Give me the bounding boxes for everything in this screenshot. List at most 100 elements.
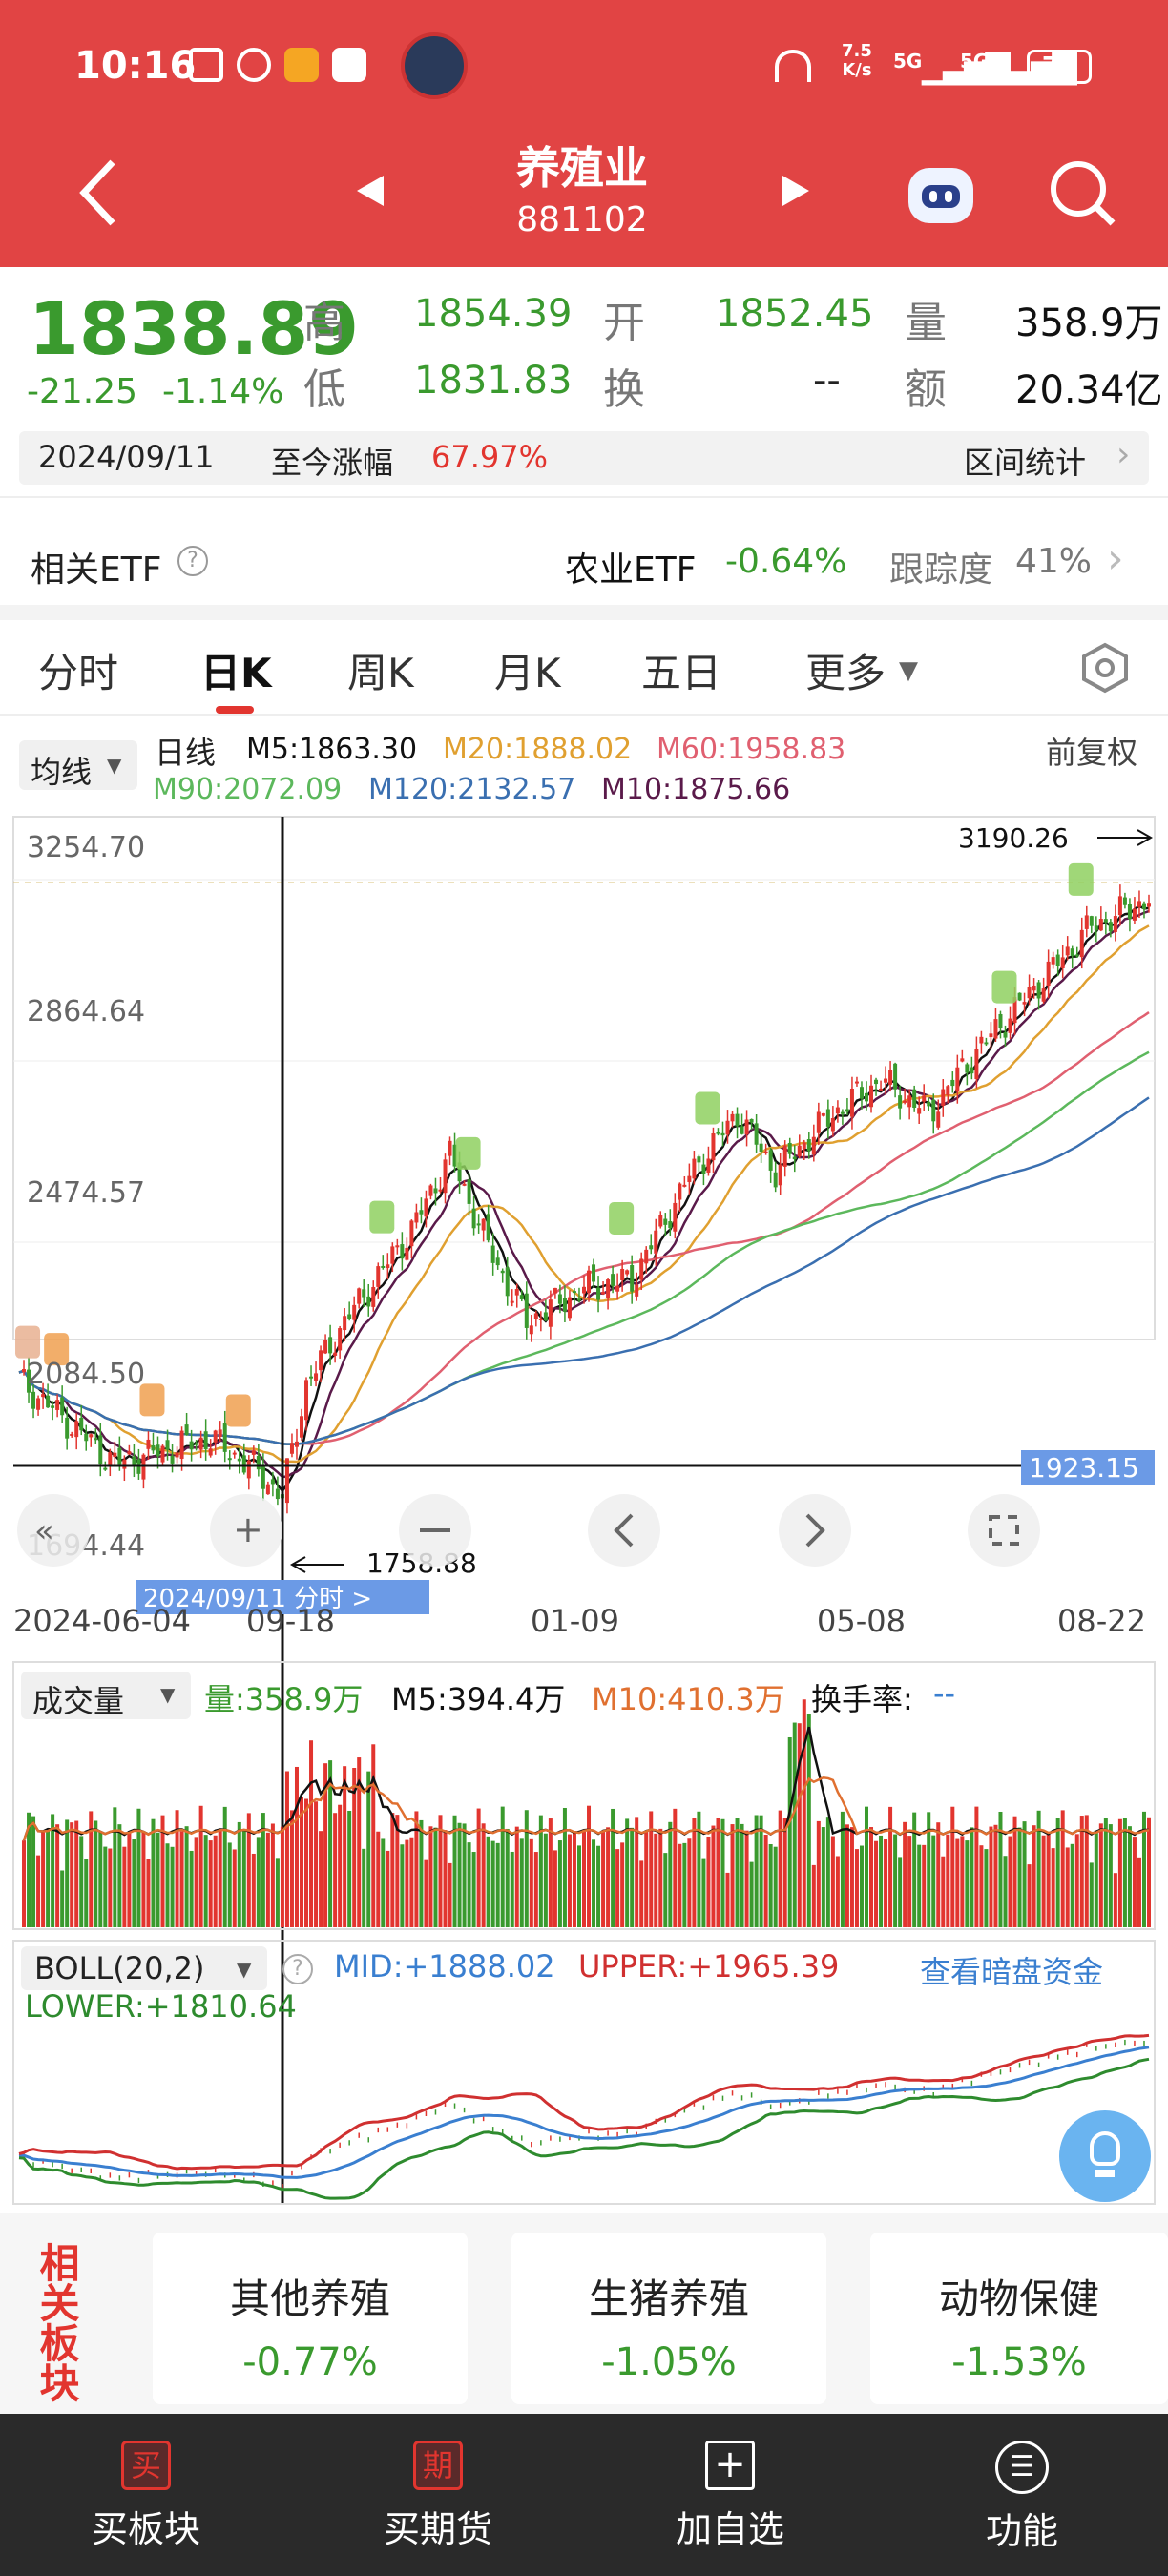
volume-bar <box>1117 1818 1122 1927</box>
volume-bar <box>328 1760 333 1927</box>
volume-bar <box>524 1810 529 1927</box>
search-icon[interactable] <box>1046 156 1118 229</box>
volume-bar <box>557 1840 562 1927</box>
sector-card[interactable]: 其他养殖 -0.77% <box>153 2233 468 2404</box>
candle-body <box>94 1438 98 1441</box>
lightbulb-icon[interactable] <box>1059 2110 1151 2202</box>
related-etf-row[interactable]: 相关ETF ? 农业ETF -0.64% 跟踪度 41% › <box>0 496 1168 620</box>
volume-selector[interactable]: 成交量 ▼ <box>21 1672 191 1719</box>
candle-body <box>1113 916 1117 932</box>
boll-mid-line <box>18 2046 1150 2179</box>
prev-stock-icon[interactable] <box>353 172 387 210</box>
settings-icon[interactable] <box>1078 641 1132 695</box>
tab-more[interactable]: 更多 <box>805 650 886 696</box>
candle-body <box>510 1300 514 1303</box>
interval-stats-link[interactable]: 区间统计 <box>964 445 1087 481</box>
tab-weekly-k[interactable]: 周K <box>347 650 414 696</box>
volume-bar <box>438 1815 443 1927</box>
volume-bar <box>362 1848 366 1927</box>
buy-icon: 买 <box>121 2441 171 2490</box>
date-tag <box>136 1580 429 1614</box>
turnover-rate-label: 换手率: <box>811 1681 913 1717</box>
candle-body <box>606 1279 611 1298</box>
volume-bar <box>946 1834 950 1927</box>
candle-body <box>562 1298 567 1312</box>
volume-bar <box>333 1813 338 1927</box>
adjust-toggle[interactable]: 前复权 <box>1046 735 1138 771</box>
volume-bar <box>256 1837 261 1927</box>
boll-frame <box>12 1940 1156 2205</box>
candle-body <box>227 1458 232 1461</box>
interval-bar[interactable]: 2024/09/11 至今涨幅 67.97% 区间统计 › <box>19 431 1149 485</box>
add-watchlist-button[interactable]: + 加自选 <box>584 2414 876 2576</box>
high-label: 高 <box>303 299 345 347</box>
tab-monthly-k[interactable]: 月K <box>494 650 561 696</box>
volume-bar <box>1036 1810 1041 1927</box>
volume-bar <box>265 1832 270 1927</box>
candle-body <box>778 1164 782 1186</box>
help-icon[interactable]: ? <box>177 546 208 576</box>
volume-bar <box>261 1813 265 1927</box>
candle-body <box>500 1270 505 1274</box>
boll-selector[interactable]: BOLL(20,2) ▼ <box>21 1946 267 1990</box>
app-notification-icon <box>284 48 319 82</box>
avatar[interactable] <box>401 32 468 99</box>
candle-body <box>490 1245 495 1263</box>
volume-bar <box>759 1815 763 1927</box>
candle-body <box>797 1145 802 1157</box>
candle-body <box>151 1444 156 1451</box>
kline-candles <box>22 884 1151 1514</box>
volume-bar <box>471 1852 476 1927</box>
ma-selector[interactable]: 均线 ▼ <box>19 740 137 790</box>
kline-chart-svg[interactable]: 3254.70 2864.64 2474.57 2084.50 1694.44 … <box>0 716 1168 2213</box>
candle-body <box>989 1033 993 1038</box>
next-stock-icon[interactable] <box>779 172 813 210</box>
svg-text:«: « <box>34 1512 54 1550</box>
candle-body <box>1074 954 1079 957</box>
ma5-value: M5:1863.30 <box>246 733 418 766</box>
candle-body <box>31 1391 36 1409</box>
scroll-right-icon <box>779 1494 851 1567</box>
candle-body <box>792 1156 797 1160</box>
sector-card[interactable]: 生猪养殖 -1.05% <box>511 2233 826 2404</box>
candle-body <box>1147 903 1151 907</box>
back-icon[interactable] <box>74 155 122 231</box>
help-icon[interactable]: ? <box>282 1954 313 1984</box>
candle-body <box>576 1298 581 1301</box>
buy-futures-button[interactable]: 期 买期货 <box>292 2414 584 2576</box>
tab-daily-k[interactable]: 日K <box>200 650 272 696</box>
price-change: -21.25 <box>27 372 138 411</box>
buy-sector-button[interactable]: 买 买板块 <box>0 2414 292 2576</box>
volume-bar <box>797 1723 802 1927</box>
volume-bar <box>1079 1816 1084 1927</box>
candle-body <box>60 1397 65 1416</box>
volume-bar <box>1012 1816 1017 1927</box>
boll-mid: MID:+1888.02 <box>334 1948 555 1984</box>
candle-body <box>1003 1032 1008 1038</box>
volume-bar <box>1108 1824 1113 1927</box>
robot-assistant-icon[interactable] <box>901 151 981 231</box>
candle-body <box>471 1208 476 1229</box>
candle-body <box>405 1247 409 1260</box>
candle-body <box>754 1123 759 1145</box>
candle-body <box>1027 987 1032 999</box>
function-button[interactable]: ☰ 功能 <box>876 2414 1168 2576</box>
active-tab-indicator <box>216 706 254 714</box>
tab-intraday[interactable]: 分时 <box>38 650 119 696</box>
volume-bar <box>1051 1848 1055 1927</box>
sector-name: 动物保健 <box>938 2275 1099 2322</box>
candle-body <box>1089 916 1094 926</box>
chevron-right-icon: › <box>1116 435 1131 474</box>
candle-body <box>1127 904 1132 920</box>
candle-body <box>265 1484 270 1495</box>
candle-body <box>1055 954 1060 966</box>
tab-five-day[interactable]: 五日 <box>641 650 722 696</box>
volume-bar <box>89 1811 94 1927</box>
candle-body <box>486 1214 490 1241</box>
volume-bar <box>84 1859 89 1927</box>
track-value: 41% <box>1015 542 1093 581</box>
candle-body <box>103 1467 108 1470</box>
sector-card[interactable]: 动物保健 -1.53% <box>870 2233 1168 2404</box>
dark-pool-link[interactable]: 查看暗盘资金 <box>920 1954 1104 1990</box>
candle-body <box>740 1126 744 1134</box>
